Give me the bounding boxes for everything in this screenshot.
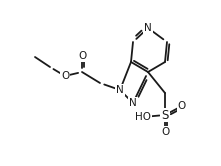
Text: N: N (144, 23, 152, 33)
Text: N: N (129, 98, 137, 108)
Text: N: N (116, 85, 124, 95)
Text: S: S (161, 109, 169, 122)
Text: O: O (178, 101, 186, 111)
Text: HO: HO (135, 112, 151, 122)
Text: O: O (78, 51, 86, 61)
Text: O: O (61, 71, 69, 81)
Text: O: O (161, 127, 169, 137)
